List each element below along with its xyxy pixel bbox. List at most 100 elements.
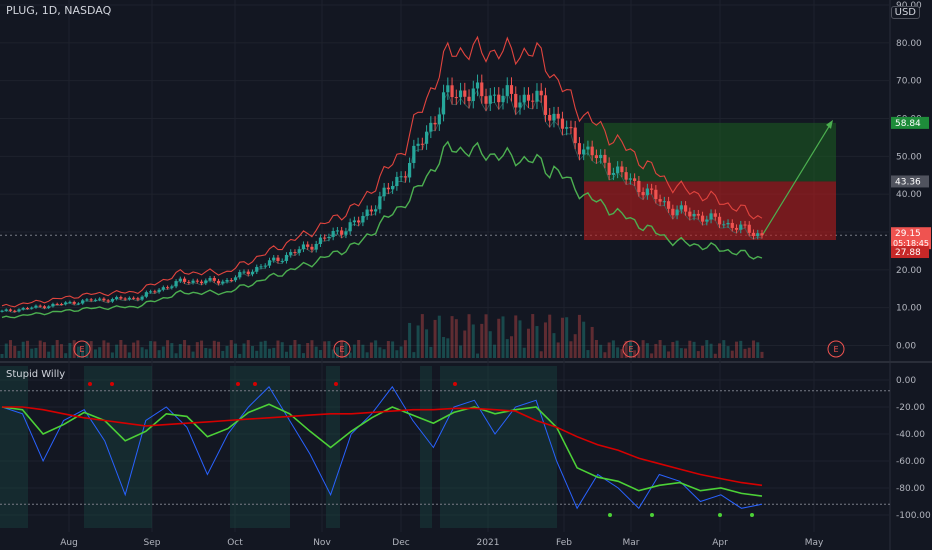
volume-bar [679, 348, 683, 358]
candle-body [123, 298, 127, 300]
indicator-shade [440, 366, 557, 528]
candle-body [306, 244, 310, 247]
volume-bar [573, 334, 577, 358]
volume-bar [713, 353, 717, 358]
candle-body [208, 277, 212, 281]
volume-bar [569, 341, 573, 358]
candle-body [115, 297, 119, 300]
volume-bar [314, 346, 318, 358]
candle-body [255, 266, 259, 272]
volume-bar [365, 352, 369, 358]
volume-bar [467, 314, 471, 358]
stop-price-label-bg [891, 246, 929, 259]
volume-bar [369, 342, 373, 358]
candle-body [509, 85, 514, 94]
candle-body [47, 306, 51, 308]
candle-body [658, 199, 662, 202]
volume-bar [64, 353, 68, 358]
candle-body [730, 222, 734, 228]
volume-bar [548, 314, 552, 358]
volume-bar [306, 342, 310, 358]
candle-body [182, 278, 187, 282]
candle-body [582, 149, 586, 155]
candle-body [641, 192, 645, 196]
ind-y-tick-label: -60.00 [896, 457, 925, 467]
volume-bar [157, 350, 161, 358]
candle-body [747, 224, 751, 233]
volume-bar [280, 342, 284, 358]
candle-body [518, 102, 522, 108]
volume-bar [301, 353, 305, 358]
volume-bar [675, 340, 679, 358]
volume-bar [13, 345, 17, 358]
candle-body [106, 300, 110, 302]
volume-bar [616, 347, 620, 358]
volume-bar [234, 343, 238, 358]
y-tick-label: 0.00 [896, 342, 916, 352]
volume-bar [480, 323, 484, 358]
entry-price-label: 43.36 [895, 177, 921, 187]
volume-bar [161, 346, 165, 358]
candle-body [314, 243, 318, 250]
candle-body [55, 303, 59, 305]
volume-bar [30, 348, 34, 358]
candle-body [751, 232, 756, 236]
volume-bar [174, 353, 178, 358]
lower-band-line [1, 140, 763, 319]
volume-bar [17, 350, 21, 358]
volume-bar [255, 350, 259, 358]
candle-body [437, 114, 441, 125]
volume-bar [284, 351, 288, 358]
axes: AugSepOctNovDec2021FebMarAprMay90.0080.0… [60, 1, 931, 548]
volume-bar [191, 351, 195, 358]
candle-body [157, 289, 161, 293]
volume-bar [217, 341, 221, 358]
candle-body [13, 310, 17, 312]
candle-body [590, 146, 594, 156]
volume-bar [531, 314, 535, 358]
volume-bar [408, 322, 412, 358]
x-tick-label: Dec [392, 538, 409, 548]
candle-body [709, 213, 713, 220]
earnings-marker-label: E [833, 345, 838, 354]
volume-bar [323, 341, 327, 358]
candle-body [144, 292, 148, 297]
volume-bar [662, 345, 666, 358]
candle-body [161, 287, 165, 290]
volume-bar [684, 348, 688, 358]
volume-bar [361, 344, 365, 358]
candle-body [238, 272, 242, 278]
candle-body [539, 90, 543, 96]
candle-body [569, 127, 573, 129]
candle-body [199, 281, 204, 284]
indicator-title: Stupid Willy [6, 369, 66, 380]
indicator-pane [0, 366, 890, 528]
y-tick-label: 20.00 [896, 266, 922, 276]
earnings-marker [73, 340, 91, 358]
signal-dot [236, 382, 240, 387]
candle-body [475, 82, 480, 89]
candle-body [696, 213, 700, 216]
earnings-marker [333, 340, 351, 358]
volume-bar [633, 350, 637, 358]
candle-body [424, 131, 429, 144]
volume-bar [743, 348, 747, 358]
candle-body [284, 254, 289, 261]
indicator-shade [0, 366, 28, 528]
candle-body [17, 309, 21, 312]
volume-bar [671, 342, 675, 358]
volume-bar [726, 346, 730, 358]
candle-body [30, 307, 34, 309]
ind-y-tick-label: -80.00 [896, 484, 925, 494]
candle-body [212, 277, 216, 281]
currency-badge[interactable]: USD [890, 6, 920, 19]
x-tick-label: Mar [623, 538, 640, 548]
candle-body [458, 90, 463, 98]
volume-bar [293, 340, 297, 358]
candle-body [760, 233, 764, 236]
candle-body [267, 260, 272, 266]
volume-bar [378, 347, 382, 358]
volume-bar [599, 344, 603, 358]
volume-bars [0, 314, 764, 358]
